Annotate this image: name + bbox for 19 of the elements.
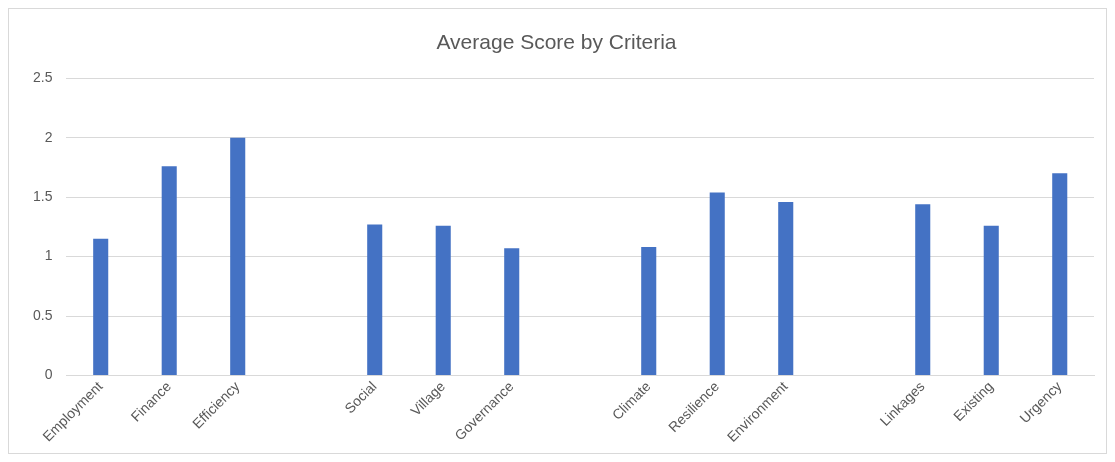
y-tick-label: 1.5 — [32, 188, 53, 204]
y-tick-label: 2.5 — [32, 69, 53, 86]
y-tick-label: 0.5 — [32, 306, 53, 323]
bar — [435, 225, 451, 376]
y-tick-label: 2 — [44, 128, 53, 145]
y-tick-label: 0 — [44, 366, 53, 383]
bar — [93, 238, 109, 376]
bar — [915, 204, 931, 376]
bar — [1052, 173, 1068, 376]
bar — [230, 137, 246, 376]
y-tick-label: 1 — [44, 247, 53, 264]
bar — [367, 224, 383, 376]
bar — [709, 192, 725, 376]
bar — [983, 225, 999, 376]
bar — [161, 166, 177, 376]
chart-title: Average Score by Criteria — [436, 30, 677, 54]
bar — [778, 201, 794, 376]
bar — [641, 247, 657, 376]
bar — [504, 248, 520, 376]
